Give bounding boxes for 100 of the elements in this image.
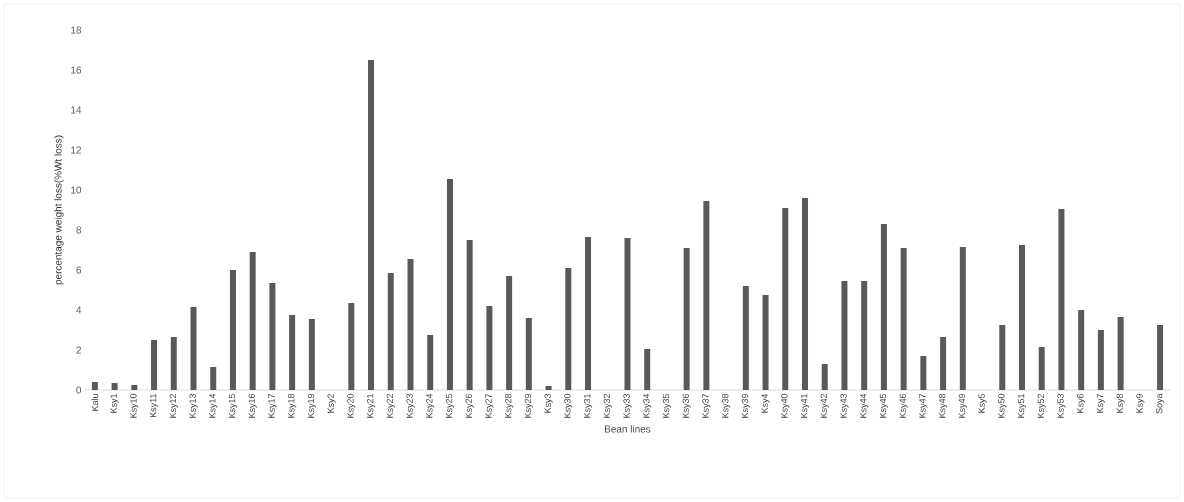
- x-tick-label: Ksy51: [1017, 393, 1026, 418]
- x-tick-label: Ksy19: [307, 393, 316, 418]
- x-tick-label: Ksy3: [544, 393, 553, 413]
- x-tick-label: Ksy13: [189, 393, 198, 418]
- bar: [1157, 324, 1164, 390]
- x-tick-label: Ksy11: [150, 393, 159, 418]
- x-tick-label: Ksy35: [662, 393, 671, 418]
- y-tick-label: 0: [76, 386, 82, 394]
- bar: [407, 258, 414, 390]
- bar: [802, 197, 809, 390]
- x-tick-label: Ksy53: [1057, 393, 1066, 418]
- bar: [565, 267, 572, 390]
- bar: [683, 247, 690, 390]
- bar: [131, 384, 138, 390]
- bar: [703, 200, 710, 390]
- bar: [920, 355, 927, 390]
- x-axis-title: Bean lines: [605, 425, 651, 433]
- x-tick-label: Kalu: [91, 394, 99, 411]
- bar: [190, 306, 197, 390]
- x-tick-label: Ksy4: [761, 393, 770, 413]
- x-tick-label: Ksy18: [288, 393, 297, 418]
- x-tick-label: Ksy49: [958, 393, 967, 418]
- x-tick-label: Ksy39: [741, 393, 750, 418]
- x-tick-label: Ksy26: [465, 393, 474, 418]
- bar: [742, 285, 749, 390]
- x-tick-label: Ksy34: [643, 393, 652, 418]
- bar: [229, 269, 236, 390]
- y-tick-label: 10: [71, 186, 82, 194]
- bar: [486, 305, 493, 390]
- x-tick-label: Ksy38: [722, 393, 731, 418]
- bar: [111, 382, 118, 390]
- bar: [1058, 208, 1065, 390]
- x-tick-label: Ksy27: [485, 393, 494, 418]
- bar: [1078, 309, 1085, 390]
- bar: [999, 324, 1006, 390]
- bar: [210, 366, 217, 390]
- bar: [861, 280, 868, 390]
- y-tick-label: 16: [71, 66, 82, 74]
- bar: [1018, 244, 1025, 390]
- bar: [1097, 329, 1104, 390]
- x-tick-label: Ksy50: [998, 393, 1007, 418]
- x-tick-label: Ksy40: [781, 393, 790, 418]
- x-tick-label: Ksy16: [248, 393, 257, 418]
- y-tick-label: 4: [76, 306, 82, 314]
- bar: [308, 318, 315, 390]
- bar: [289, 314, 296, 390]
- x-tick-label: Ksy14: [209, 393, 218, 418]
- bar: [269, 282, 276, 390]
- bar: [1038, 346, 1045, 390]
- x-tick-label: Ksy7: [1096, 393, 1105, 413]
- bar: [506, 275, 513, 390]
- y-tick-label: 12: [71, 146, 81, 154]
- x-tick-label: Ksy25: [445, 393, 454, 418]
- bar: [624, 237, 631, 390]
- x-tick-label: Ksy43: [840, 393, 849, 418]
- bar: [525, 317, 532, 390]
- bar: [644, 348, 651, 390]
- bar: [762, 294, 769, 390]
- x-tick-label: Ksy30: [564, 393, 573, 418]
- bar: [1117, 316, 1124, 390]
- bar: [446, 178, 453, 390]
- bar: [466, 239, 473, 390]
- bar: [585, 236, 592, 390]
- bar: [368, 59, 375, 390]
- x-tick-label: Soya: [1156, 393, 1165, 414]
- x-tick-label: Ksy23: [406, 393, 415, 418]
- y-tick-label: 8: [76, 226, 82, 234]
- bar: [427, 334, 434, 390]
- x-tick-label: Ksy46: [899, 393, 908, 418]
- bar: [387, 272, 394, 390]
- y-tick-label: 18: [71, 26, 82, 34]
- x-tick-label: Ksy28: [505, 393, 514, 418]
- bar: [782, 207, 789, 390]
- x-tick-label: Ksy31: [583, 393, 593, 418]
- bar: [545, 385, 552, 390]
- x-tick-label: Ksy48: [939, 393, 948, 418]
- x-tick-label: Ksy52: [1037, 393, 1046, 418]
- bar: [841, 280, 848, 390]
- x-tick-label: Ksy42: [820, 393, 829, 418]
- y-tick-label: 6: [76, 266, 82, 274]
- bar: [900, 247, 907, 390]
- x-tick-label: Ksy6: [1077, 393, 1086, 413]
- x-tick-label: Ksy20: [347, 393, 356, 418]
- x-tick-label: Ksy15: [228, 393, 237, 418]
- x-tick-label: Ksy22: [386, 393, 395, 418]
- x-tick-label: Ksy33: [623, 393, 632, 418]
- x-tick-label: Ksy24: [426, 393, 435, 418]
- x-tick-label: Ksy32: [603, 393, 612, 418]
- x-tick-label: Ksy2: [327, 393, 336, 413]
- bar: [880, 223, 887, 390]
- bar: [348, 302, 355, 390]
- x-tick-label: Ksy5: [978, 393, 987, 413]
- x-tick-label: Ksy12: [169, 393, 178, 418]
- x-tick-label: Ksy45: [879, 393, 888, 418]
- bar: [821, 363, 828, 390]
- x-tick-label: Ksy41: [800, 393, 810, 418]
- bar: [170, 336, 177, 390]
- y-tick-label: 2: [76, 346, 81, 354]
- x-tick-label: Ksy44: [860, 393, 869, 418]
- bar: [940, 336, 947, 390]
